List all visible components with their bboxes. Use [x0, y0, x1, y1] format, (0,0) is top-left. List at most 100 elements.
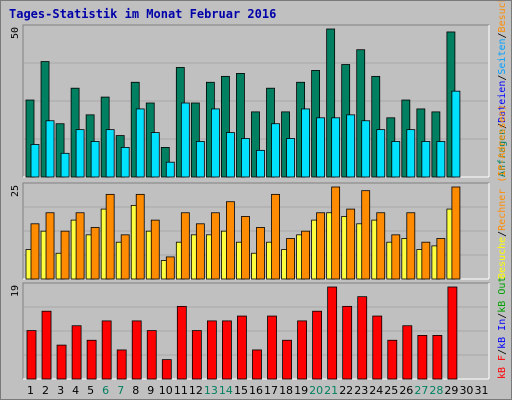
bar-rechner — [331, 186, 341, 280]
bar-seiten — [180, 102, 190, 178]
bar-rechner — [90, 227, 100, 280]
bar-rechner — [226, 201, 235, 280]
day-label: 15 — [234, 384, 248, 397]
day-label: 25 — [384, 384, 398, 397]
bar-kb-f — [372, 315, 383, 380]
day-label: 12 — [189, 384, 203, 397]
y-axis-max-label: 25 — [10, 185, 21, 197]
day-label: 16 — [249, 384, 263, 397]
bar-kb-f — [86, 339, 97, 380]
day-label: 17 — [264, 384, 278, 397]
bar-seiten — [361, 120, 371, 178]
day-label: 4 — [72, 384, 79, 397]
bar-rechner — [376, 212, 386, 280]
bar-seiten — [75, 129, 85, 178]
bar-anfragen — [25, 99, 35, 178]
bar-seiten — [376, 129, 386, 178]
legend-text: Besuche — [497, 1, 508, 32]
bar-rechner — [391, 234, 401, 280]
bar-seiten — [391, 141, 401, 178]
legend-text: Seiten — [497, 38, 508, 74]
bar-kb-f — [402, 325, 413, 380]
day-label: 19 — [294, 384, 308, 397]
bar-seiten — [451, 90, 461, 178]
bar-seiten — [421, 141, 431, 178]
bar-kb-f — [267, 315, 277, 380]
bar-rechner — [361, 190, 371, 280]
bar-seiten — [60, 152, 70, 178]
bar-anfragen — [251, 111, 260, 178]
bar-kb-f — [312, 310, 323, 380]
bar-rechner — [451, 186, 461, 280]
bar-seiten — [331, 117, 341, 178]
bar-seiten — [226, 132, 235, 178]
day-label: 7 — [117, 384, 124, 397]
bar-kb-f — [191, 330, 202, 380]
bar-kb-f — [101, 320, 112, 380]
legend-top: Anfragen/Dateien/Seiten/Besuche — [497, 1, 508, 177]
day-label: 26 — [399, 384, 413, 397]
bar-kb-f — [417, 335, 428, 380]
bar-rechner — [165, 256, 175, 280]
bar-kb-f — [161, 359, 172, 380]
bar-rechner — [105, 193, 115, 280]
day-label: 31 — [474, 384, 488, 397]
bar-seiten — [301, 108, 310, 178]
bar-seiten — [150, 132, 160, 178]
legend-text: / — [497, 32, 508, 38]
bar-rechner — [75, 212, 85, 280]
chart-title: Tages-Statistik im Monat Februar 2016 — [9, 7, 277, 21]
bar-kb-f — [342, 305, 353, 380]
day-label: 28 — [429, 384, 443, 397]
bar-seiten — [165, 161, 175, 178]
y-axis-max-label: 19 — [10, 285, 21, 297]
day-label: 9 — [147, 384, 154, 397]
legend-text: / — [497, 123, 508, 129]
legend-text: / — [497, 349, 508, 355]
bar-rechner — [286, 238, 295, 280]
bar-seiten — [120, 146, 130, 178]
day-label: 1 — [27, 384, 34, 397]
day-label: 5 — [87, 384, 94, 397]
bar-rechner — [406, 212, 416, 280]
legend-text: kB F — [497, 355, 508, 379]
bar-seiten — [271, 123, 280, 178]
day-label: 14 — [219, 384, 233, 397]
bar-seiten — [45, 120, 55, 178]
bar-rechner — [60, 230, 70, 280]
bar-rechner — [135, 193, 145, 280]
legend-text: / — [497, 75, 508, 81]
day-label: 6 — [102, 384, 109, 397]
legend-middle: Besuche/Rechner (IP-Adressen) — [497, 104, 508, 279]
bar-kb-f — [282, 339, 292, 380]
day-label: 29 — [444, 384, 458, 397]
bar-anfragen — [236, 73, 245, 178]
bar-rechner — [195, 223, 205, 280]
legend-text: kB In — [497, 319, 508, 349]
bar-kb-f — [357, 296, 368, 380]
legend-text: Anfragen — [497, 129, 508, 177]
bar-rechner — [180, 212, 190, 280]
bar-seiten — [406, 129, 416, 178]
bar-seiten — [316, 117, 326, 178]
bar-seiten — [241, 138, 250, 178]
day-label: 21 — [324, 384, 338, 397]
bar-seiten — [135, 108, 145, 178]
legend-text: / — [497, 231, 508, 237]
bar-rechner — [421, 241, 431, 280]
day-label: 30 — [459, 384, 473, 397]
bar-seiten — [436, 141, 446, 178]
bar-kb-f — [176, 305, 187, 380]
bar-kb-f — [387, 339, 398, 380]
bar-anfragen — [326, 28, 336, 178]
bar-seiten — [256, 149, 265, 178]
bar-anfragen — [356, 49, 366, 178]
day-label: 22 — [339, 384, 353, 397]
bar-kb-f — [252, 349, 262, 380]
bar-seiten — [286, 138, 295, 178]
bar-kb-f — [71, 325, 82, 380]
bar-seiten — [346, 114, 356, 178]
legend-text: kB Out — [497, 277, 508, 313]
bar-anfragen — [221, 75, 230, 178]
